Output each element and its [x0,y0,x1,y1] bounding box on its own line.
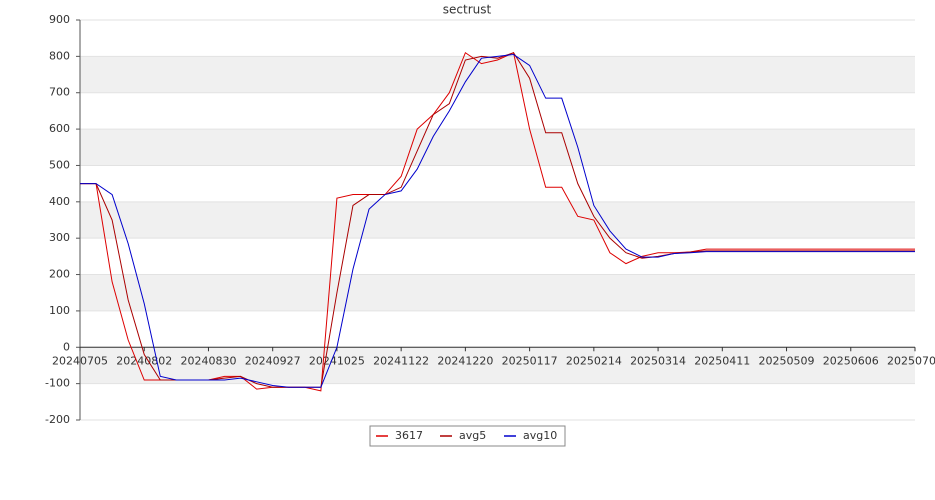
grid-band [80,56,915,93]
y-tick-label: 500 [49,158,70,171]
grid-band [80,129,915,166]
x-tick-label: 20240705 [52,354,108,367]
series-line [80,54,915,388]
x-tick-label: 20241220 [437,354,493,367]
x-tick-label: 20240802 [116,354,172,367]
y-tick-label: 300 [49,231,70,244]
x-tick-label: 20250117 [502,354,558,367]
series-line [80,51,915,392]
grid-band [80,274,915,311]
grid-band [80,201,915,239]
x-tick-label: 20250214 [566,354,622,367]
x-tick-label: 20241025 [309,354,365,367]
y-tick-label: 400 [49,195,70,208]
x-tick-label: 20240830 [180,354,236,367]
legend-label: avg5 [459,429,486,442]
y-tick-label: -200 [45,413,70,426]
x-tick-label: 20250606 [823,354,879,367]
x-tick-label: 20240927 [245,354,301,367]
x-tick-label: 20250509 [759,354,815,367]
y-tick-label: 900 [49,13,70,26]
x-tick-label: 20241122 [373,354,429,367]
series-line [80,52,915,388]
x-tick-label: 20250704 [887,354,935,367]
y-tick-label: 0 [63,340,70,353]
y-tick-label: 200 [49,268,70,281]
y-tick-label: 700 [49,86,70,99]
y-tick-label: 800 [49,49,70,62]
y-tick-label: -100 [45,377,70,390]
y-tick-label: 100 [49,304,70,317]
legend-box [369,425,566,447]
x-tick-label: 20250411 [694,354,750,367]
legend-label: 3617 [395,429,423,442]
chart-title: sectrust [443,3,492,17]
x-tick-label: 20250314 [630,354,686,367]
legend-label: avg10 [523,429,557,442]
y-tick-label: 600 [49,122,70,135]
legend: 3617 avg5 avg10 [369,425,566,447]
